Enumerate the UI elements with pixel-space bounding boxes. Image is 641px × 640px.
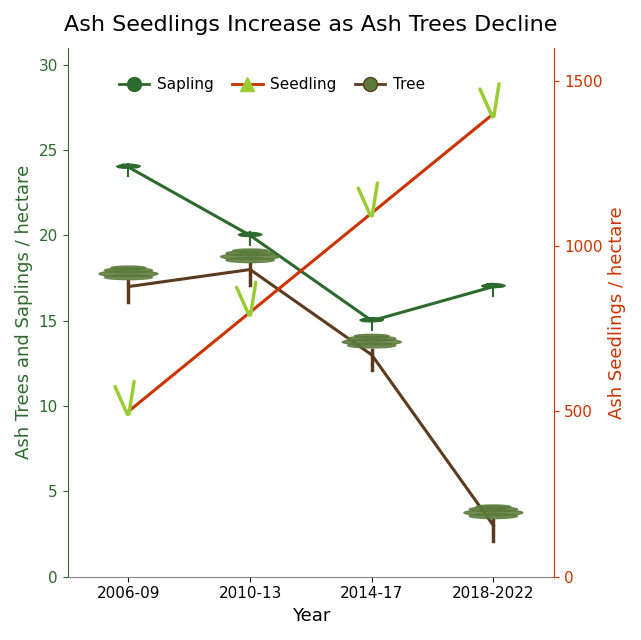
Ellipse shape [226, 258, 274, 262]
Ellipse shape [226, 251, 274, 256]
Ellipse shape [246, 233, 260, 235]
Ellipse shape [354, 334, 389, 338]
Ellipse shape [492, 285, 505, 287]
Ellipse shape [111, 266, 146, 269]
Ellipse shape [342, 339, 401, 345]
Ellipse shape [240, 235, 253, 236]
Ellipse shape [347, 336, 396, 341]
Ellipse shape [119, 165, 133, 166]
Ellipse shape [117, 166, 131, 168]
Ellipse shape [360, 319, 374, 321]
Ellipse shape [370, 319, 383, 321]
Ellipse shape [362, 320, 375, 322]
Ellipse shape [126, 166, 140, 167]
Y-axis label: Ash Seedlings / hectare: Ash Seedlings / hectare [608, 206, 626, 419]
Legend: Sapling, Seedling, Tree: Sapling, Seedling, Tree [113, 71, 431, 99]
Ellipse shape [365, 317, 379, 319]
Ellipse shape [489, 284, 503, 286]
Ellipse shape [104, 275, 153, 280]
Ellipse shape [369, 320, 382, 322]
Ellipse shape [241, 233, 254, 235]
Ellipse shape [124, 164, 138, 166]
Ellipse shape [469, 507, 517, 512]
Ellipse shape [247, 235, 261, 236]
X-axis label: Year: Year [292, 607, 330, 625]
Ellipse shape [483, 286, 497, 287]
Y-axis label: Ash Trees and Saplings / hectare: Ash Trees and Saplings / hectare [15, 165, 33, 460]
Ellipse shape [122, 164, 135, 166]
Ellipse shape [484, 284, 498, 286]
Title: Ash Seedlings Increase as Ash Trees Decline: Ash Seedlings Increase as Ash Trees Decl… [64, 15, 558, 35]
Ellipse shape [469, 514, 517, 518]
Ellipse shape [490, 286, 504, 287]
Ellipse shape [248, 234, 262, 236]
Ellipse shape [99, 271, 158, 276]
Ellipse shape [221, 253, 279, 260]
Ellipse shape [367, 318, 381, 320]
Ellipse shape [233, 249, 267, 253]
Ellipse shape [238, 234, 252, 236]
Ellipse shape [125, 166, 139, 168]
Ellipse shape [243, 232, 257, 234]
Ellipse shape [347, 343, 396, 348]
Ellipse shape [487, 284, 500, 285]
Ellipse shape [362, 319, 376, 320]
Ellipse shape [476, 505, 511, 509]
Ellipse shape [481, 285, 495, 287]
Ellipse shape [118, 166, 131, 168]
Ellipse shape [464, 509, 523, 516]
Ellipse shape [104, 268, 153, 273]
